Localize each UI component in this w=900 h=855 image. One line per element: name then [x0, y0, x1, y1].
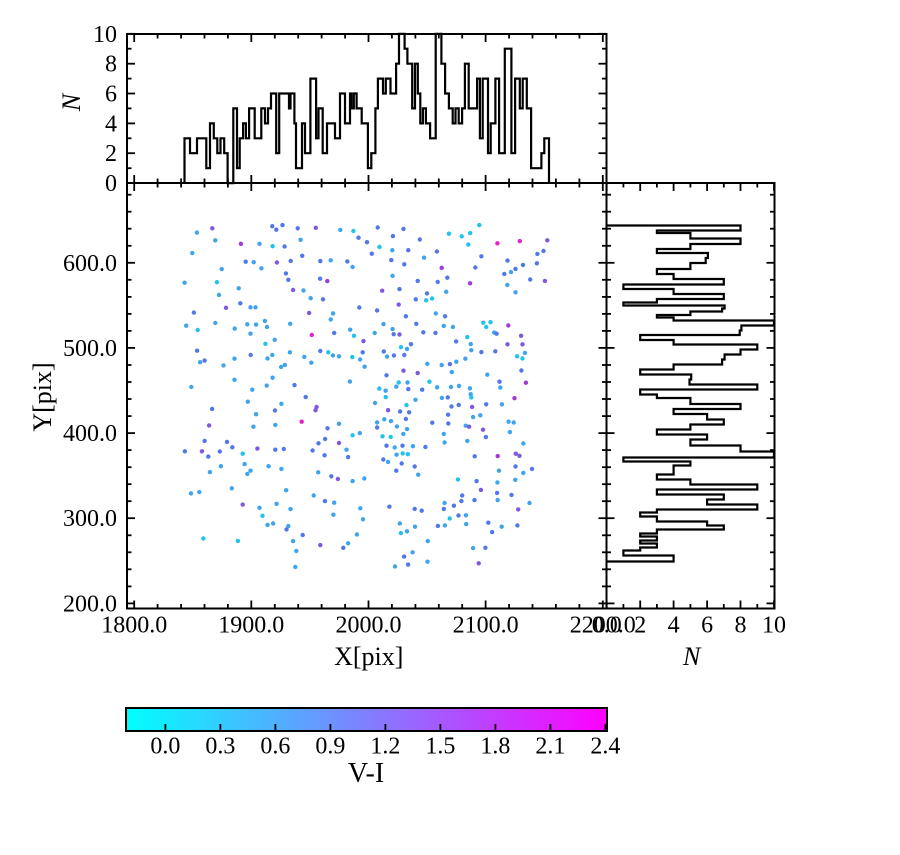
- svg-text:8: 8: [735, 613, 747, 639]
- svg-text:0.0: 0.0: [150, 734, 180, 760]
- svg-text:1.2: 1.2: [370, 734, 400, 760]
- svg-text:0.3: 0.3: [205, 734, 235, 760]
- svg-text:10: 10: [93, 22, 117, 48]
- svg-text:0.6: 0.6: [260, 734, 290, 760]
- svg-text:X[pix]: X[pix]: [334, 642, 403, 671]
- svg-text:2.1: 2.1: [535, 734, 565, 760]
- svg-text:0: 0: [105, 171, 117, 197]
- svg-text:2: 2: [634, 613, 646, 639]
- svg-text:2000.0: 2000.0: [336, 613, 402, 639]
- svg-text:Y[pix]: Y[pix]: [28, 362, 57, 431]
- svg-text:200.0: 200.0: [63, 591, 117, 617]
- svg-text:0.0: 0.0: [592, 613, 622, 639]
- svg-text:V-I: V-I: [348, 758, 384, 789]
- svg-text:8: 8: [105, 52, 117, 78]
- svg-text:N: N: [57, 92, 86, 112]
- svg-text:600.0: 600.0: [63, 251, 117, 277]
- svg-text:6: 6: [701, 613, 713, 639]
- svg-text:1900.0: 1900.0: [218, 613, 284, 639]
- svg-text:6: 6: [105, 82, 117, 108]
- svg-text:1800.0: 1800.0: [101, 613, 167, 639]
- svg-text:500.0: 500.0: [63, 336, 117, 362]
- svg-text:2100.0: 2100.0: [453, 613, 519, 639]
- svg-text:1.5: 1.5: [425, 734, 455, 760]
- svg-text:2200.0: 2200.0: [570, 613, 636, 639]
- svg-text:0.9: 0.9: [315, 734, 345, 760]
- svg-text:2.4: 2.4: [590, 734, 620, 760]
- svg-text:4: 4: [668, 613, 680, 639]
- svg-text:300.0: 300.0: [63, 506, 117, 532]
- svg-text:N: N: [682, 642, 702, 671]
- svg-text:2: 2: [105, 141, 117, 167]
- svg-text:1.8: 1.8: [480, 734, 510, 760]
- svg-text:10: 10: [762, 613, 786, 639]
- svg-text:4: 4: [105, 111, 117, 137]
- svg-text:400.0: 400.0: [63, 421, 117, 447]
